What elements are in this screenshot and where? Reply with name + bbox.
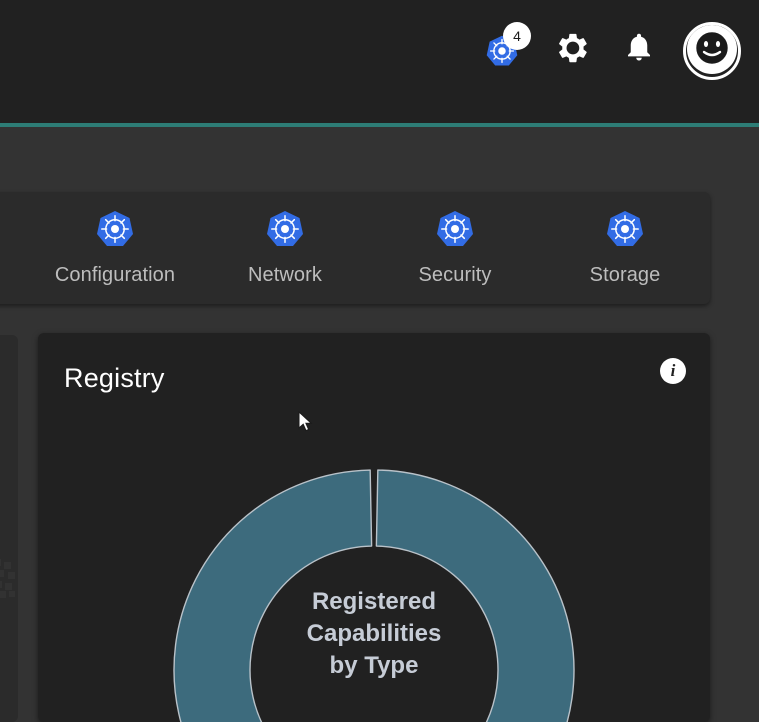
nav-item-label: Configuration xyxy=(54,264,176,286)
nav-item-security[interactable]: Security xyxy=(370,192,540,304)
nav-item-storage[interactable]: Storage xyxy=(540,192,710,304)
user-avatar[interactable] xyxy=(683,22,741,80)
top-bar-actions: 4 xyxy=(485,0,749,123)
top-bar-accent-line xyxy=(0,123,759,127)
settings-button[interactable] xyxy=(551,28,595,72)
bell-icon xyxy=(624,32,654,69)
registry-card: Registry i Registered Capabilities by Type xyxy=(38,333,710,722)
kubernetes-clusters-button[interactable]: 4 xyxy=(485,22,531,72)
notifications-button[interactable] xyxy=(617,28,661,72)
nav-item-network[interactable]: Network xyxy=(200,192,370,304)
kubernetes-icon xyxy=(95,209,135,254)
partial-card-left xyxy=(0,335,18,722)
info-icon[interactable]: i xyxy=(660,358,686,384)
nav-item-label: Network xyxy=(247,264,323,286)
donut-svg xyxy=(173,469,575,722)
nav-item-configuration[interactable]: Configuration xyxy=(30,192,200,304)
registered-capabilities-donut-chart: Registered Capabilities by Type xyxy=(38,385,710,722)
donut-segment[interactable] xyxy=(375,469,575,722)
top-bar: 4 xyxy=(0,0,759,123)
nav-item-label: Storage xyxy=(589,264,661,286)
gear-icon xyxy=(556,31,590,70)
donut-segment[interactable] xyxy=(173,469,373,722)
kubernetes-icon xyxy=(265,209,305,254)
kubernetes-icon xyxy=(605,209,645,254)
notification-badge-count: 4 xyxy=(503,22,531,50)
kubernetes-badge-wrapper: 4 xyxy=(485,22,531,72)
avatar-icon xyxy=(686,25,738,77)
nav-card: Configuration Network xyxy=(0,192,710,304)
page-title: Registry xyxy=(64,363,165,393)
kubernetes-icon xyxy=(435,209,475,254)
nav-item-label: Security xyxy=(418,264,492,286)
watermark-icon xyxy=(0,557,20,603)
